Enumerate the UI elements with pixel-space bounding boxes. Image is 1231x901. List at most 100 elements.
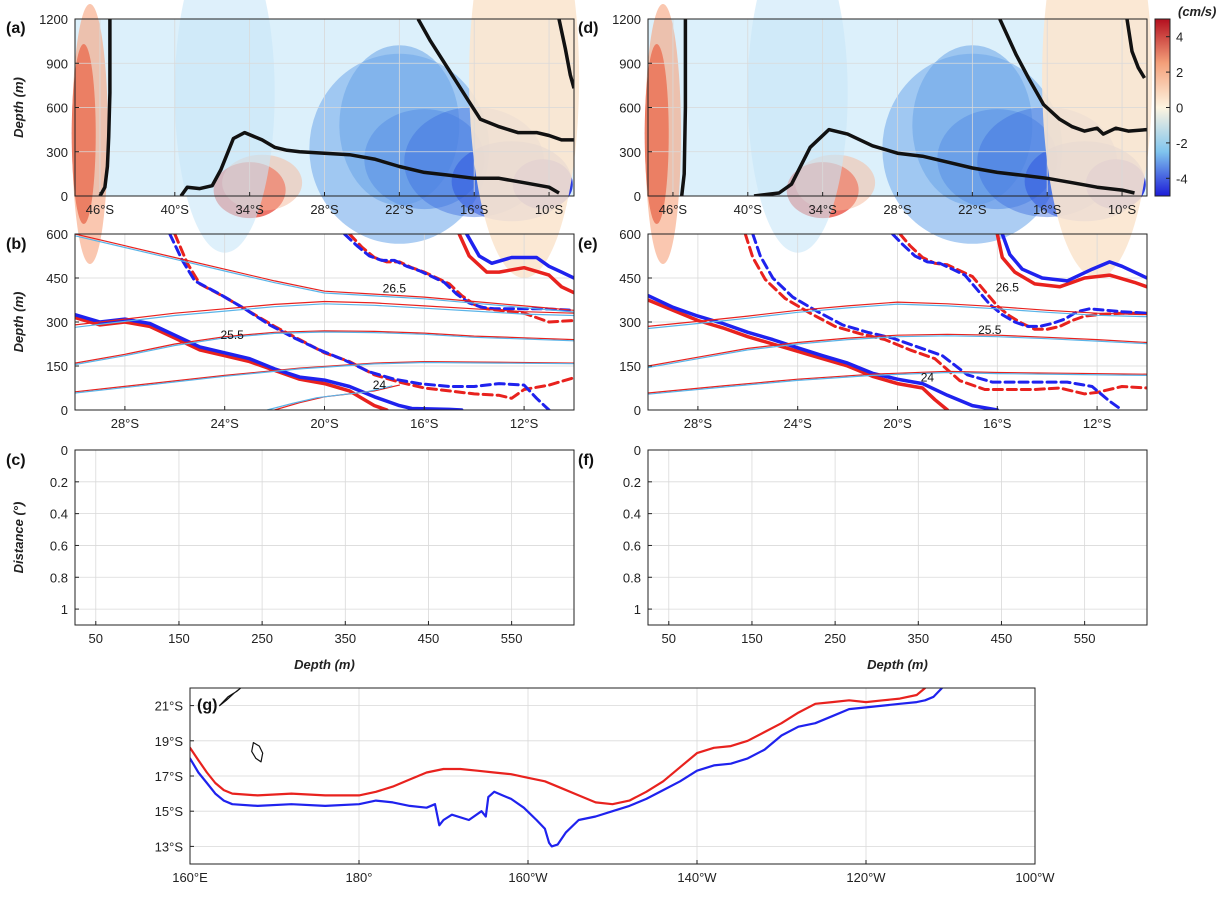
y-tick-label: 1200 [612, 12, 641, 27]
x-tick-label: 150 [741, 631, 763, 646]
x-tick-label: 34°S [808, 202, 837, 217]
x-tick-label: 24°S [784, 416, 813, 431]
x-tick-label: 140°W [677, 870, 717, 885]
series-line [1000, 234, 1147, 283]
series-line [751, 234, 1124, 410]
zero-contour-line [557, 19, 574, 89]
x-tick-label: 28°S [684, 416, 713, 431]
y-tick-label: 13°S [155, 839, 184, 854]
y-axis-label: Distance (°) [11, 502, 26, 574]
y-tick-label: 0.2 [50, 475, 68, 490]
heatmap-cell [1042, 0, 1153, 278]
x-tick-label: 46°S [86, 202, 115, 217]
zero-contour-line [416, 19, 574, 142]
plot-area: 24 25.5 26.5 [75, 234, 574, 410]
series-line [648, 370, 1147, 394]
zero-contour-line [998, 19, 1147, 136]
y-tick-label: 600 [46, 101, 68, 116]
panel-label: (c) [6, 452, 26, 469]
x-tick-label: 550 [501, 631, 523, 646]
x-tick-label: 50 [89, 631, 103, 646]
y-tick-label: 1 [634, 602, 641, 617]
series-line [648, 298, 950, 410]
series-line [648, 335, 1147, 369]
zero-contour-line [679, 19, 688, 196]
x-tick-label: 160°W [508, 870, 548, 885]
series-line [266, 385, 393, 410]
y-tick-label: 300 [46, 315, 68, 330]
colorbar: 4 2 0 -2 -4 (cm/s) [1154, 4, 1216, 197]
y-tick-label: 600 [619, 227, 641, 242]
x-tick-label: 450 [418, 631, 440, 646]
panel-g: 160°E 180° 160°W 140°W 120°W 100°W 13°S 15°S 17°… [155, 687, 1055, 885]
x-tick-label: 350 [907, 631, 929, 646]
series-line [457, 234, 574, 295]
x-axis-label: Depth (m) [294, 657, 355, 672]
series-line [995, 234, 1147, 289]
x-tick-label: 28°S [883, 202, 912, 217]
series-line [190, 688, 927, 806]
plot-area: 24 25.5 26.5 [648, 234, 1147, 410]
y-tick-label: 0.4 [623, 507, 641, 522]
panel-f: 50 150 250 350 450 550 0 0.2 0.4 0.6 0.8 1 Depth (m)… [578, 443, 1148, 672]
x-tick-label: 12°S [1083, 416, 1112, 431]
x-tick-label: 40°S [734, 202, 763, 217]
series-line [168, 234, 551, 410]
plot-area [190, 688, 944, 848]
zero-contour-line [1125, 19, 1146, 79]
y-tick-label: 0 [61, 403, 68, 418]
x-tick-label: 10°S [535, 202, 564, 217]
zero-contour-line [753, 127, 1135, 196]
series-line [75, 300, 574, 326]
colorbar-label: (cm/s) [1178, 4, 1216, 19]
isopycnal-label: 25.5 [978, 323, 1002, 337]
series-line [464, 234, 574, 280]
y-tick-label: 0 [61, 189, 68, 204]
y-axis-label: Depth (m) [11, 292, 26, 353]
x-tick-label: 22°S [958, 202, 987, 217]
series-line [648, 333, 1147, 367]
y-tick-label: 1 [61, 602, 68, 617]
x-tick-label: 250 [824, 631, 846, 646]
y-tick-label: 0 [634, 189, 641, 204]
y-tick-label: 0 [61, 443, 68, 458]
y-tick-label: 0.8 [623, 570, 641, 585]
y-tick-label: 450 [619, 271, 641, 286]
series-line [343, 234, 574, 312]
y-tick-label: 900 [46, 56, 68, 71]
x-tick-label: 50 [662, 631, 676, 646]
series-line [75, 361, 574, 393]
series-line [648, 293, 1000, 410]
x-tick-label: 250 [251, 631, 273, 646]
y-tick-label: 900 [619, 56, 641, 71]
series-line [75, 330, 574, 364]
colorbar-tick-label: -4 [1176, 171, 1188, 186]
panel-label: (d) [578, 20, 598, 37]
y-tick-label: 0 [634, 443, 641, 458]
y-tick-label: 21°S [155, 699, 184, 714]
panel-label: (a) [6, 20, 26, 37]
x-tick-label: 16°S [460, 202, 489, 217]
series-line [898, 234, 1147, 331]
series-line [648, 301, 1147, 327]
heatmap-cell [644, 4, 681, 265]
x-tick-label: 350 [334, 631, 356, 646]
panel-d: 46°S 40°S 34°S 28°S 22°S 16°S 10°S 0 300 600 900 12… [578, 0, 1153, 278]
panel-label: (g) [197, 697, 217, 714]
x-tick-label: 16°S [983, 416, 1012, 431]
isopycnal-label: 24 [373, 378, 387, 392]
series-line [75, 303, 574, 328]
colorbar-tick-label: 2 [1176, 65, 1183, 80]
series-line [743, 234, 1147, 396]
panel-label: (b) [6, 236, 26, 253]
heatmap-cell [71, 4, 108, 265]
x-tick-label: 22°S [385, 202, 414, 217]
series-line [190, 688, 944, 848]
series-line [219, 688, 242, 707]
zero-contour-line [179, 130, 560, 196]
x-tick-label: 150 [168, 631, 190, 646]
y-tick-label: 0.8 [50, 570, 68, 585]
zero-contour-line [98, 19, 112, 196]
panel-b: 24 25.5 26.5 28°S 24°S 20°S 16°S 12°S 0 150 300 450… [6, 227, 575, 431]
